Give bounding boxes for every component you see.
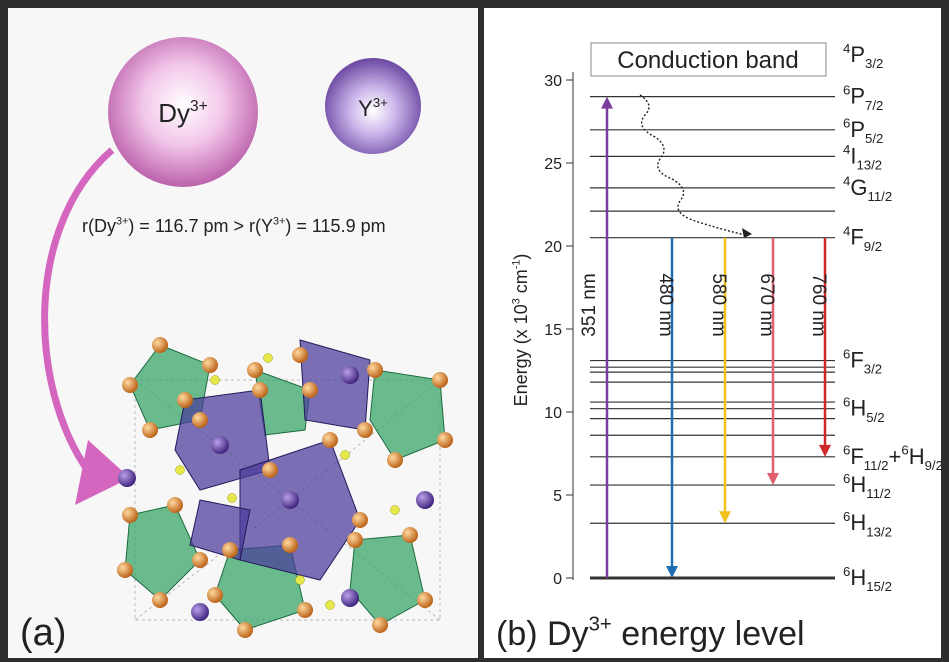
panel-title: (b) Dy3+ energy level bbox=[496, 614, 805, 653]
text-part: Energy (x 10 bbox=[511, 304, 531, 406]
text-part: 13/2 bbox=[856, 158, 882, 173]
text-part: 6 bbox=[843, 116, 850, 131]
text-part: H bbox=[850, 396, 866, 421]
y-tick-label: 15 bbox=[544, 322, 562, 339]
text-part: 6 bbox=[843, 564, 850, 579]
y-axis-label: Energy (x 103 cm-1) bbox=[510, 254, 531, 407]
text-part: (b) Dy bbox=[496, 615, 589, 653]
transition-label: 480 nm bbox=[655, 273, 676, 336]
text-part: P bbox=[850, 84, 865, 109]
text-part: 3+ bbox=[373, 95, 388, 110]
text-part: Dy bbox=[158, 98, 190, 128]
text-part: 6 bbox=[901, 443, 908, 458]
text-part: 4 bbox=[843, 174, 850, 189]
text-part: 3+ bbox=[116, 215, 128, 227]
text-part: 11/2 bbox=[867, 189, 892, 204]
text-part: Y bbox=[358, 96, 373, 121]
text-part: 5/2 bbox=[865, 131, 883, 146]
text-part: 3+ bbox=[190, 98, 208, 115]
text-part: 3/2 bbox=[864, 362, 882, 377]
text-part: 11/2 bbox=[866, 486, 891, 501]
text-part: r(Dy bbox=[82, 216, 116, 236]
text-part: cm bbox=[511, 269, 531, 298]
text-part: energy level bbox=[612, 615, 805, 653]
transition-label: 760 nm bbox=[808, 273, 829, 336]
text-part: 4 bbox=[843, 223, 850, 238]
text-part: ) = 116.7 pm > r(Y bbox=[128, 216, 273, 236]
text-part: + bbox=[888, 444, 901, 469]
text-part: 15/2 bbox=[866, 579, 892, 594]
text-part: ) bbox=[511, 254, 531, 260]
transition-label: 351 nm bbox=[579, 273, 600, 336]
conduction-band-text: Conduction band bbox=[617, 47, 798, 74]
panel-tag: (a) bbox=[20, 612, 66, 654]
text-part: P bbox=[850, 42, 865, 67]
text-part: 4 bbox=[843, 41, 850, 56]
text-part: H bbox=[850, 510, 866, 535]
transition-label: 580 nm bbox=[708, 273, 729, 336]
y-tick-label: 5 bbox=[553, 488, 562, 505]
text-part: H bbox=[909, 444, 925, 469]
transition-label: 670 nm bbox=[756, 273, 777, 336]
text-part: ) = 115.9 pm bbox=[285, 216, 385, 236]
figure: Dy3+ Y3+ r(Dy3+) = 116.7 pm > r(Y3+) = 1… bbox=[0, 0, 949, 662]
text-part: 4 bbox=[843, 142, 850, 157]
y-tick-label: 30 bbox=[544, 73, 562, 90]
text-part: G bbox=[850, 175, 867, 200]
y-tick-label: 10 bbox=[544, 405, 562, 422]
y-tick-label: 0 bbox=[553, 571, 562, 588]
text-part: 6 bbox=[843, 82, 850, 97]
text-part: 13/2 bbox=[866, 524, 892, 539]
text-part: F bbox=[850, 225, 863, 250]
text-part: -1 bbox=[510, 260, 522, 270]
text-part: F bbox=[850, 444, 863, 469]
y-tick-label: 25 bbox=[544, 156, 562, 173]
text-part: H bbox=[850, 565, 866, 590]
text-part: 6 bbox=[843, 443, 850, 458]
text-part: 3+ bbox=[589, 614, 612, 636]
text-part: 9/2 bbox=[864, 239, 882, 254]
text-part: 6 bbox=[843, 394, 850, 409]
text-part: 6 bbox=[843, 471, 850, 486]
text-part: 3/2 bbox=[865, 56, 883, 71]
text-part: P bbox=[850, 117, 865, 142]
text-part: 3+ bbox=[273, 215, 285, 227]
text-part: H bbox=[850, 472, 866, 497]
text-part: 7/2 bbox=[865, 98, 883, 113]
radius-text: r(Dy3+) = 116.7 pm > r(Y3+) = 115.9 pm bbox=[82, 215, 386, 236]
text-part: 11/2 bbox=[864, 458, 889, 473]
text-part: 6 bbox=[843, 346, 850, 361]
y-tick-label: 20 bbox=[544, 239, 562, 256]
text-part: 6 bbox=[843, 509, 850, 524]
page: {"panel_a": { "dy_label": [{"t": "Dy"}, … bbox=[0, 0, 949, 662]
text-part: F bbox=[850, 348, 863, 373]
text-part: 5/2 bbox=[866, 410, 884, 425]
text-part: 9/2 bbox=[925, 458, 943, 473]
